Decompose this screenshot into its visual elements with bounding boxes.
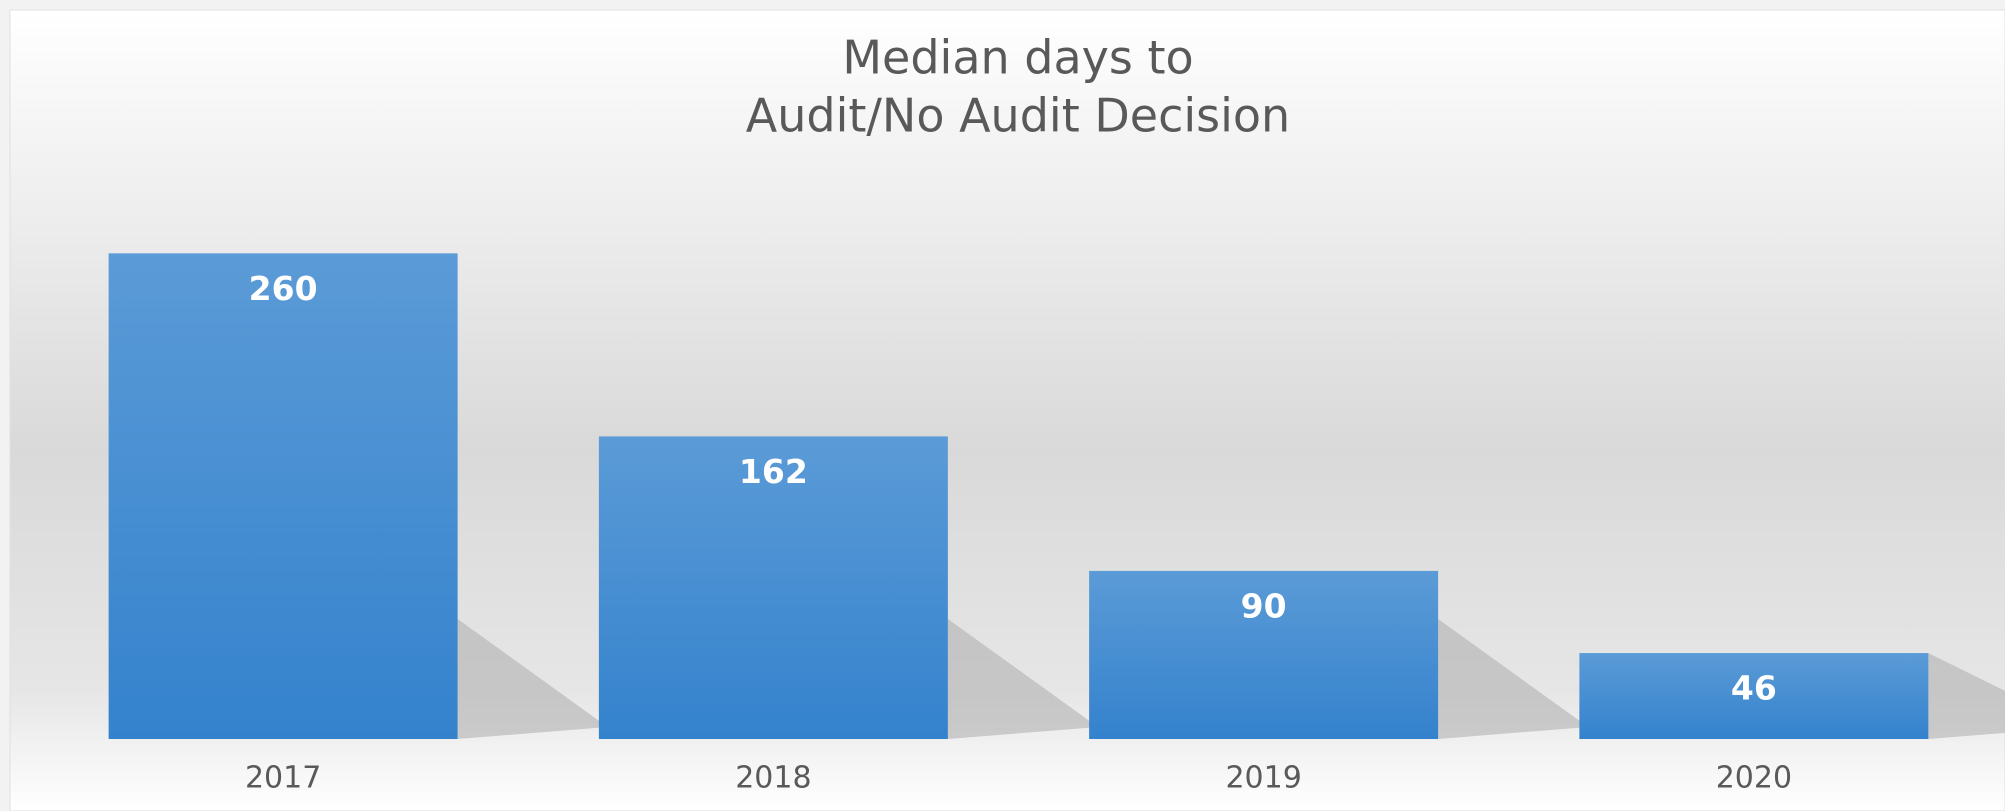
bar (1089, 570, 1439, 739)
x-tick-label: 2017 (245, 761, 321, 796)
bar-shadow (1928, 653, 2005, 739)
data-label: 46 (1731, 669, 1777, 708)
x-tick-label: 2020 (1716, 761, 1792, 796)
bar-shadow (947, 619, 1098, 739)
chart-title: Audit/No Audit Decision (746, 89, 1290, 143)
data-label: 90 (1241, 586, 1287, 625)
chart-title: Median days to (842, 31, 1193, 85)
x-tick-label: 2018 (735, 761, 811, 796)
data-label: 162 (739, 452, 808, 491)
bar (598, 436, 948, 739)
bar (1579, 653, 1929, 739)
bar-shadow (457, 619, 608, 739)
data-label: 260 (249, 269, 318, 308)
x-tick-label: 2019 (1225, 761, 1301, 796)
bar-shadow (1438, 619, 1589, 739)
bar (108, 253, 458, 739)
